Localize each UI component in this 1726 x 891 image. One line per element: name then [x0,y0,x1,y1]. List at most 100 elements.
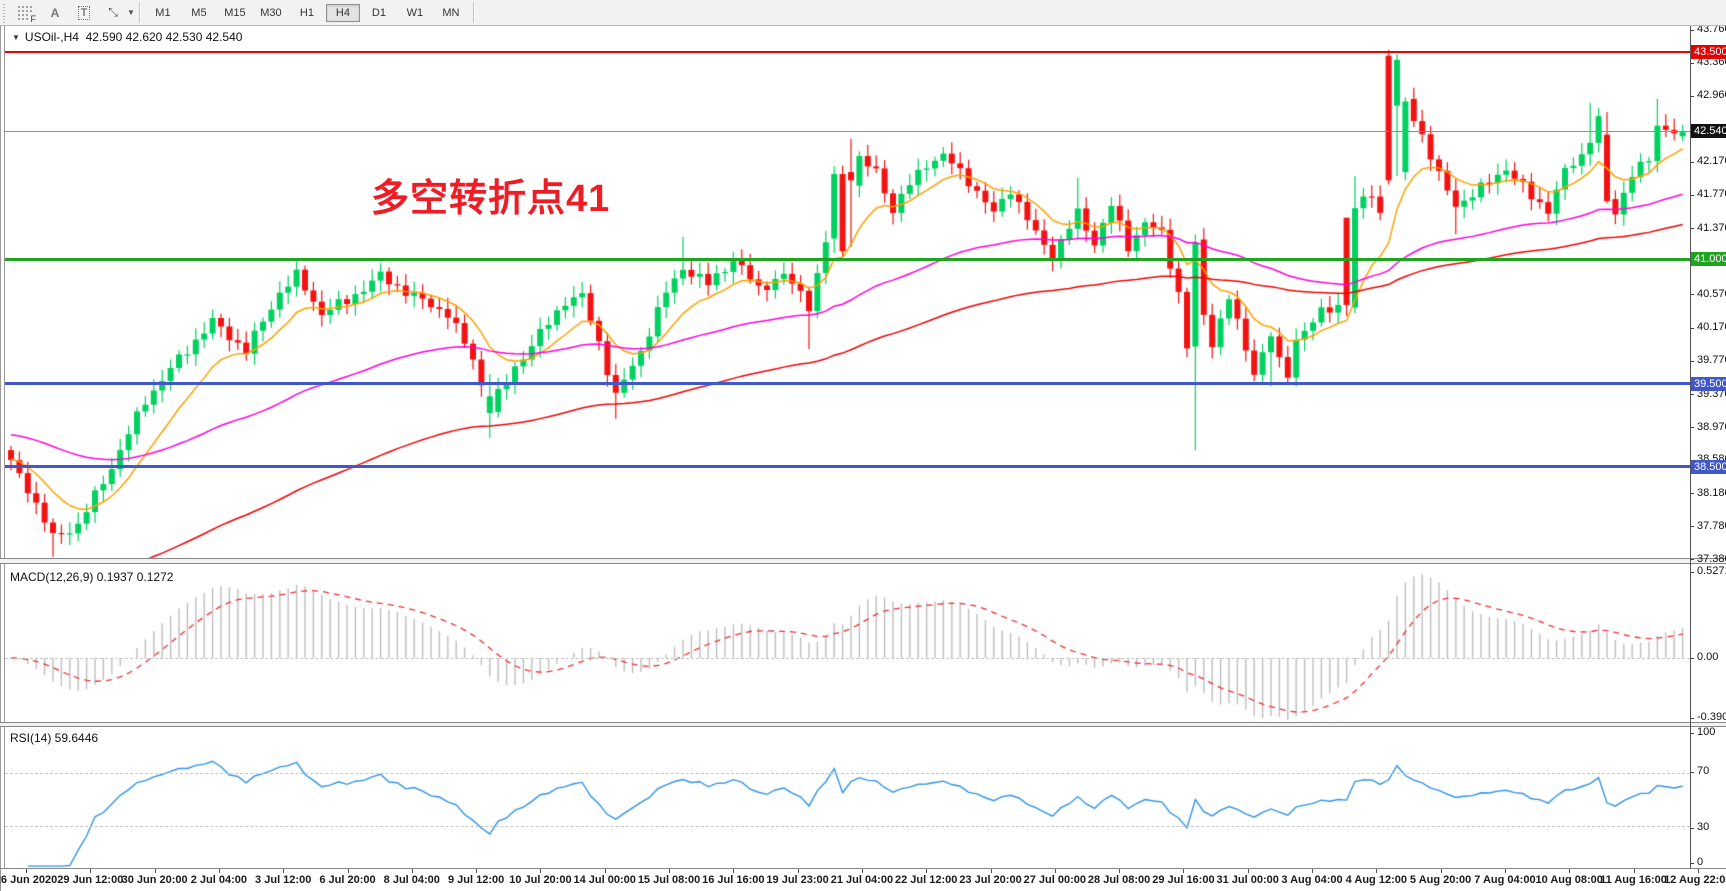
time-tick-mark [733,869,735,873]
price-tick-label: 40.570 [1697,287,1726,300]
timeframe-button-m5[interactable]: M5 [191,6,207,19]
time-axis-label: 22 Jul 12:00 [895,874,958,886]
time-axis-label: 4 Aug 12:00 [1345,874,1407,886]
macd-label: MACD(12,26,9) 0.1937 0.1272 [10,570,174,584]
time-tick-mark [1119,869,1121,873]
time-tick-mark [26,869,27,873]
price-tick-mark [1690,62,1694,64]
price-tick-label: 43.760 [1697,23,1726,35]
toolbar-separator [472,2,475,23]
price-tick-label: 41.370 [1697,221,1726,234]
time-tick-mark [1504,869,1506,873]
time-axis-label: 3 Jul 12:00 [255,874,312,886]
rsi-tick-mark [1690,828,1694,829]
price-tick-label: 43.360 [1697,56,1726,69]
price-tick-mark [1690,559,1694,561]
price-tick-mark [1690,493,1694,495]
macd-axis-label: 0.00 [1697,651,1719,663]
price-tick-mark [1690,161,1694,163]
horizontal-line-39.5[interactable] [5,382,1690,386]
time-tick-mark [1376,869,1378,873]
time-axis-label: 15 Jul 08:00 [637,874,701,886]
dropdown-caret-icon[interactable]: ▼ [127,8,135,17]
macd-axis-label: 0.5271 [1697,565,1726,577]
time-tick-mark [1247,869,1249,873]
timeframe-button-h4[interactable]: H4 [325,3,360,22]
time-axis-label: 12 Aug 22:00 [1664,874,1726,886]
timeframe-button-m1[interactable]: M1 [155,6,171,19]
time-axis-label: 6 Jul 20:00 [319,874,376,886]
price-tick-label: 42.170 [1697,155,1726,168]
timeframe-button-h1[interactable]: H1 [299,6,314,19]
macd-rsi-separator-gap[interactable] [0,723,1726,727]
horizontal-line-41[interactable] [5,257,1690,261]
time-axis-label: 2 Jul 04:00 [190,874,248,886]
time-axis-label: 31 Jul 00:00 [1216,874,1279,886]
price-tick-mark [1690,360,1694,362]
rsi-tick-mark [1690,863,1694,864]
chart-annotation-text: 多空转折点41 [371,178,611,220]
main-macd-separator[interactable] [0,558,1726,559]
rsi-level-dashed-line [5,826,1690,828]
horizontal-line-38.5[interactable] [5,465,1690,469]
time-axis-label: 28 Jul 08:00 [1087,874,1151,886]
symbol-title[interactable]: ▼ USOil-,H4 42.590 42.620 42.530 42.540 [12,30,242,44]
toolbar-separator [138,2,141,23]
time-tick-mark [411,869,413,873]
macd-tick-mark [1690,718,1694,719]
time-axis-label: 14 Jul 00:00 [573,874,636,886]
price-level-badge: 39.500 [1691,376,1726,391]
price-tick-label: 39.770 [1697,354,1726,367]
timeframe-buttons: M1 M5 M15 M30 H1 H4 D1 W1 MN [145,3,469,22]
time-axis-label: 11 Aug 16:00 [1600,874,1667,886]
time-tick-mark [1633,869,1635,873]
time-tick-mark [1569,869,1571,873]
price-tick-label: 42.960 [1697,89,1726,102]
time-axis-label: 23 Jul 20:00 [959,874,1022,886]
price-axis-line[interactable] [1690,26,1691,869]
time-tick-mark [604,869,606,873]
rsi-tick-mark [1690,733,1694,734]
text-box-icon[interactable]: T [72,2,96,23]
time-axis-label: 30 Jun 20:00 [121,874,188,886]
timeframe-button-d1[interactable]: D1 [371,6,386,19]
timeframe-button-m30[interactable]: M30 [260,6,282,19]
time-axis-label: 29 Jul 16:00 [1152,874,1215,886]
price-tick-mark [1690,95,1694,97]
timeframe-button-m15[interactable]: M15 [224,6,246,19]
macd-rsi-separator2[interactable] [0,726,1726,727]
panel-left-border [4,25,5,868]
window-left-border [0,25,1,891]
rsi-axis-label: 30 [1697,821,1710,833]
time-axis-label: 26 Jun 2020 [0,874,58,886]
macd-tick-mark [1690,572,1694,573]
rsi-label: RSI(14) 59.6446 [10,731,99,745]
chevron-down-icon[interactable]: ▼ [12,32,20,42]
rsi-level-dashed-line [5,772,1690,774]
time-axis-label: 29 Jun 12:00 [57,874,124,886]
text-a-icon[interactable]: A [50,5,60,20]
dots-grid-f-icon[interactable]: F [14,2,38,24]
time-axis-label: 19 Jul 23:00 [766,874,829,886]
price-tick-label: 38.970 [1697,420,1726,433]
macd-tick-mark [1690,658,1694,659]
price-tick-mark [1690,228,1694,230]
toolbar-grip[interactable] [2,2,9,23]
time-tick-mark [1054,869,1056,873]
time-axis-border [0,868,1726,869]
time-tick-mark [90,869,92,873]
price-tick-label: 40.170 [1697,321,1726,334]
main-macd-separator-gap[interactable] [0,559,1726,563]
timeframe-button-w1[interactable]: W1 [406,6,424,19]
horizontal-line-43.5[interactable] [5,50,1690,53]
time-axis-label: 16 Jul 16:00 [702,874,765,886]
price-tick-mark [1690,394,1694,396]
time-axis-label: 9 Jul 12:00 [447,874,505,886]
time-tick-mark [1312,869,1313,873]
rsi-axis-label: 0 [1697,856,1704,868]
main-macd-separator2[interactable] [0,563,1726,564]
cursor-arrows-icon[interactable]: ⤡ [108,5,118,19]
macd-rsi-separator[interactable] [0,722,1726,723]
timeframe-button-mn[interactable]: MN [442,6,460,19]
